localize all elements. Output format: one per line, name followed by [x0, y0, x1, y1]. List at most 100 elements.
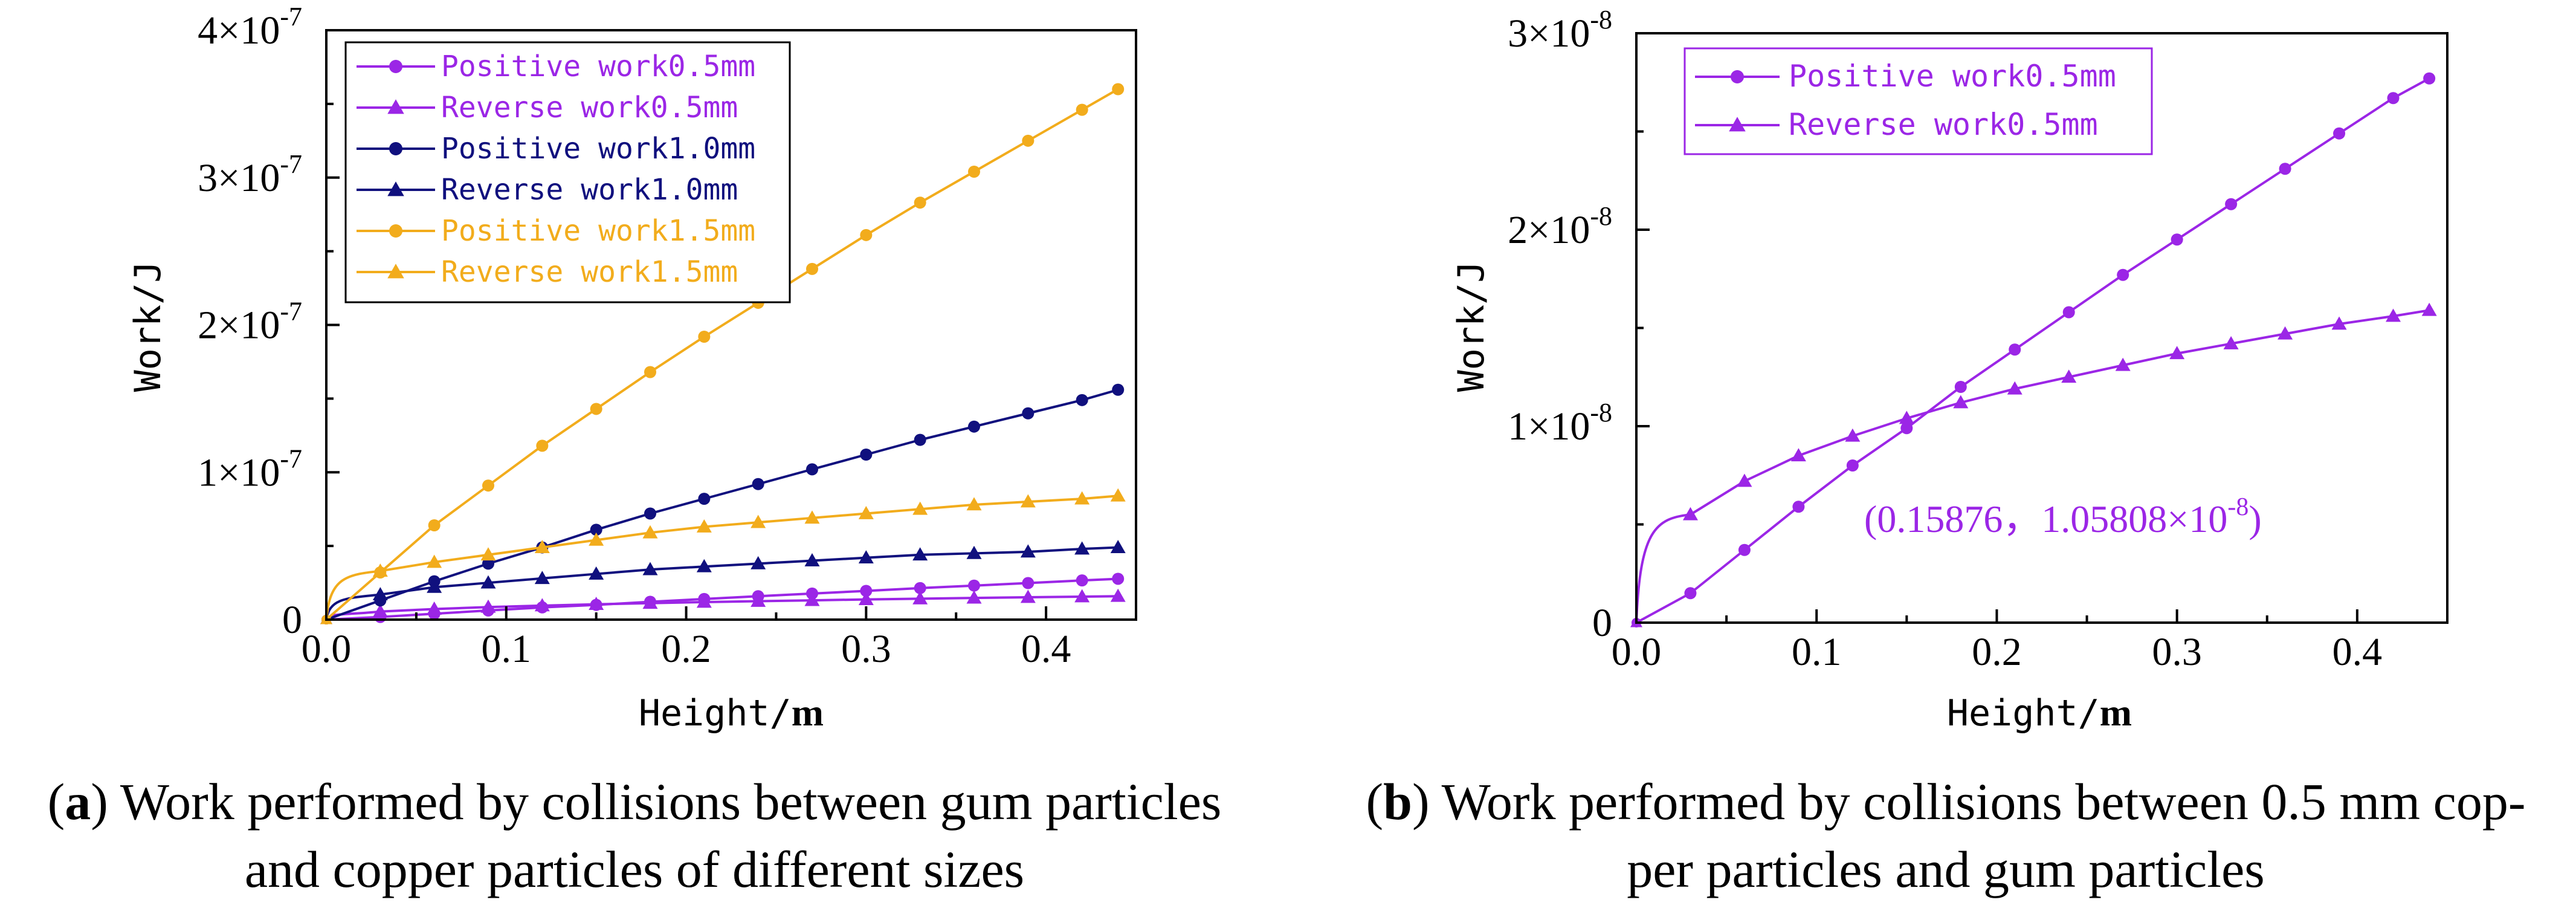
- chart-a-data-point: [858, 592, 874, 605]
- chart-b-data-point: [1900, 422, 1913, 435]
- chart-a-data-point: [1074, 589, 1090, 603]
- chart-a-x-tick-label: 0.2: [661, 627, 711, 671]
- chart-b-data-point: [2061, 369, 2077, 383]
- chart-a-data-point: [806, 262, 818, 275]
- chart-b-data-point: [1792, 501, 1805, 513]
- chart-a-data-point: [427, 579, 442, 593]
- chart-a-data-point: [914, 582, 926, 594]
- chart-b-legend-box: [1683, 47, 2153, 155]
- chart-b-data-point: [2007, 381, 2022, 395]
- chart-a-series-line: [325, 88, 1119, 621]
- chart-a-data-point: [644, 507, 656, 520]
- chart-a-x-tick-label: 0.3: [841, 627, 891, 671]
- chart-a-y-tick-label: 3×10-7: [198, 149, 302, 200]
- chart-a-data-point: [1022, 134, 1035, 147]
- chart-b-data-point: [2009, 343, 2021, 356]
- chart-a-data-point: [480, 575, 496, 589]
- chart-a-series-line: [326, 388, 1119, 621]
- chart-a: 0.0 0.1 0.2 0.3 0.4 0 1×10-7 2×10-7 3×10-7 4×10-…: [127, 2, 1137, 734]
- chart-b-data-point: [2223, 336, 2239, 349]
- chart-a-y-axis-title: Work/J: [127, 261, 169, 392]
- chart-b-data-point: [2423, 72, 2436, 85]
- chart-b-series-line: [1635, 309, 2430, 623]
- chart-b-legend: Positive work0.5mm Reverse work0.5mm: [1695, 59, 2116, 142]
- chart-a-data-point: [372, 587, 388, 600]
- chart-a-data-point: [536, 439, 549, 452]
- chart-a-data-point: [427, 601, 442, 615]
- chart-b-x-axis-title: Height/m: [1947, 691, 2132, 734]
- caption-a-line1: Work performed by collisions between gum…: [120, 773, 1221, 831]
- chart-a-data-point: [590, 524, 602, 536]
- chart-a-data-point: [968, 166, 980, 178]
- caption-b-label: b: [1383, 773, 1412, 831]
- chart-a-data-point: [642, 595, 658, 609]
- chart-b-annotation-close: ): [2248, 498, 2261, 540]
- chart-a-data-point: [1076, 574, 1088, 587]
- chart-a-data-point: [589, 566, 604, 580]
- chart-a-legend-label: Reverse work0.5mm: [441, 91, 738, 125]
- chart-a-data-point: [1074, 491, 1090, 505]
- chart-b-y-tick-label: 1×10-8: [1508, 398, 1612, 449]
- chart-a-data-point: [804, 510, 820, 524]
- chart-a-legend-label: Positive work1.0mm: [441, 132, 755, 166]
- chart-a-legend-marker: [389, 142, 402, 155]
- chart-a-y-tick-label: 0: [282, 598, 302, 642]
- chart-a-data-point: [589, 532, 604, 546]
- chart-a-legend-label: Reverse work1.5mm: [441, 255, 738, 289]
- chart-b-x-axis-unit: m: [2100, 691, 2132, 734]
- chart-b-data-point: [1846, 459, 1859, 472]
- chart-a-data-point: [698, 331, 711, 343]
- chart-a-data-point: [534, 571, 550, 585]
- chart-a-data-point: [751, 556, 766, 569]
- chart-b-x-tick-label: 0.4: [2332, 630, 2383, 674]
- chart-a-data-point: [698, 493, 711, 505]
- chart-a-data-point: [480, 547, 496, 561]
- chart-a-x-tick-label: 0.4: [1021, 627, 1071, 671]
- chart-a-y-tick-label: 4×10-7: [198, 2, 302, 53]
- chart-a-data-point: [1020, 589, 1036, 603]
- chart-b-data-point: [1738, 543, 1751, 556]
- chart-a-data-point: [1112, 572, 1125, 585]
- caption-a-label: a: [65, 773, 91, 831]
- chart-a-data-point: [914, 196, 926, 209]
- chart-a-data-point: [1110, 540, 1126, 553]
- chart-b-x-ticks: 0.0 0.1 0.2 0.3 0.4: [1612, 609, 2448, 674]
- chart-a-legend-marker: [389, 224, 402, 238]
- chart-b-x-tick-label: 0.2: [1972, 630, 2022, 674]
- chart-b-data-point: [2386, 308, 2401, 322]
- chart-a-x-tick-label: 0.0: [302, 627, 352, 671]
- chart-a-data-point: [1112, 83, 1125, 96]
- chart-a-legend-label: Positive work1.5mm: [441, 214, 755, 248]
- chart-a-data-point: [482, 479, 494, 492]
- chart-a-y-ticks: 0 1×10-7 2×10-7 3×10-7 4×10-7: [198, 2, 340, 642]
- chart-a-data-point: [696, 559, 712, 572]
- chart-a-data-point: [427, 554, 442, 568]
- chart-a-data-point: [968, 579, 980, 592]
- chart-b-legend-marker: [1729, 117, 1746, 132]
- chart-b-annotation: (0.15876，1.05808×10-8): [1864, 493, 2262, 540]
- chart-a-data-point: [590, 403, 602, 415]
- chart-b-data-point: [2279, 163, 2291, 175]
- chart-a-data-point: [858, 506, 874, 519]
- caption-b-line2: per particles and gum particles: [1627, 840, 2264, 898]
- chart-b-data-point: [1899, 410, 1914, 424]
- chart-a-data-point: [912, 547, 928, 561]
- chart-a-x-axis-title: Height/m: [639, 691, 824, 734]
- chart-b-data-point: [2062, 306, 2075, 319]
- chart-a-series-line: [326, 577, 1119, 621]
- chart-a-data-point: [1020, 494, 1036, 508]
- chart-b-data-point: [1737, 473, 1752, 487]
- chart-a-data-point: [642, 562, 658, 575]
- chart-a-data-point: [696, 519, 712, 533]
- chart-a-data-point: [912, 591, 928, 605]
- svg-text:(b) Work performed by collisio: (b) Work performed by collisions between…: [1366, 773, 2526, 831]
- chart-a-data-point: [534, 540, 550, 553]
- chart-a-data-point: [860, 585, 873, 597]
- chart-a-legend-marker: [389, 60, 402, 73]
- chart-b-data-point: [1790, 448, 1806, 462]
- chart-a-data-point: [1076, 103, 1088, 116]
- chart-b-series-line: [1636, 77, 2430, 624]
- chart-a-data-point: [806, 463, 818, 476]
- chart-a-data-point: [1074, 541, 1090, 555]
